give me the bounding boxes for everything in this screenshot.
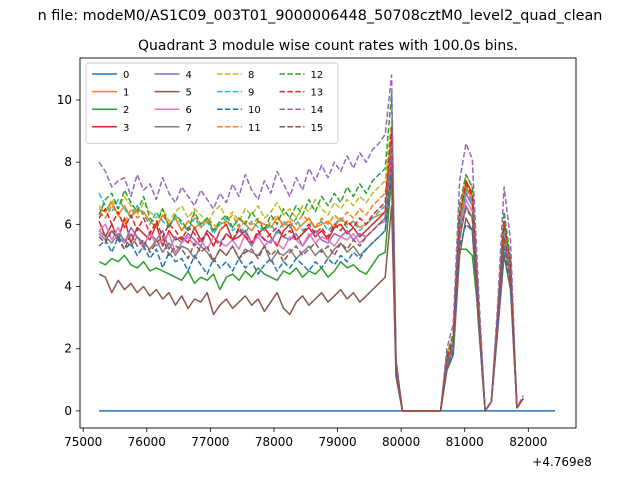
x-tick-label: 75000 (64, 435, 102, 449)
legend-label-7: 7 (186, 123, 192, 134)
series-line-6 (98, 161, 524, 412)
x-tick-label: 79000 (318, 435, 356, 449)
series-line-15 (98, 161, 524, 412)
series-line-14 (98, 74, 524, 412)
legend-label-15: 15 (311, 123, 324, 134)
series-line-13 (98, 127, 524, 412)
legend-label-5: 5 (186, 88, 192, 99)
legend-label-8: 8 (248, 70, 254, 81)
x-tick-label: 80000 (382, 435, 420, 449)
axes-layer: 75000 76000 77000 78000 79000 80000 81000 82000… (57, 93, 548, 449)
legend-label-10: 10 (248, 105, 261, 116)
legend-label-4: 4 (186, 70, 192, 81)
legend-label-14: 14 (311, 105, 324, 116)
legend-label-0: 0 (123, 70, 129, 81)
x-tick-label: 76000 (128, 435, 166, 449)
chart-title: Quadrant 3 module wise count rates with … (138, 38, 518, 54)
series-line-11 (98, 130, 524, 412)
y-tick-label: 0 (64, 404, 72, 418)
y-tick-label: 6 (64, 217, 72, 231)
legend-label-2: 2 (123, 105, 129, 116)
series-line-7 (98, 167, 524, 412)
legend-label-1: 1 (123, 88, 129, 99)
y-tick-label: 2 (64, 342, 72, 356)
y-tick-label: 10 (57, 93, 72, 107)
legend-label-9: 9 (248, 88, 254, 99)
legend-label-11: 11 (248, 123, 261, 134)
x-tick-label: 81000 (446, 435, 484, 449)
x-offset-label: +4.769e8 (532, 455, 591, 469)
legend-frame (85, 62, 339, 144)
x-tick-label: 82000 (509, 435, 547, 449)
plot-frame (79, 57, 577, 429)
x-tick-label: 78000 (255, 435, 293, 449)
y-tick-label: 8 (64, 155, 72, 169)
series-layer (98, 74, 555, 412)
series-line-9 (98, 136, 524, 412)
legend-label-3: 3 (123, 123, 129, 134)
y-tick-label: 4 (64, 280, 72, 294)
series-line-5 (98, 204, 524, 412)
legend-label-12: 12 (311, 70, 324, 81)
legend-label-13: 13 (311, 88, 324, 99)
figure-suptitle: n file: modeM0/AS1C09_003T01_9000006448_… (38, 8, 603, 24)
legend-label-6: 6 (186, 105, 192, 116)
x-tick-label: 77000 (191, 435, 229, 449)
series-line-10 (98, 173, 524, 412)
